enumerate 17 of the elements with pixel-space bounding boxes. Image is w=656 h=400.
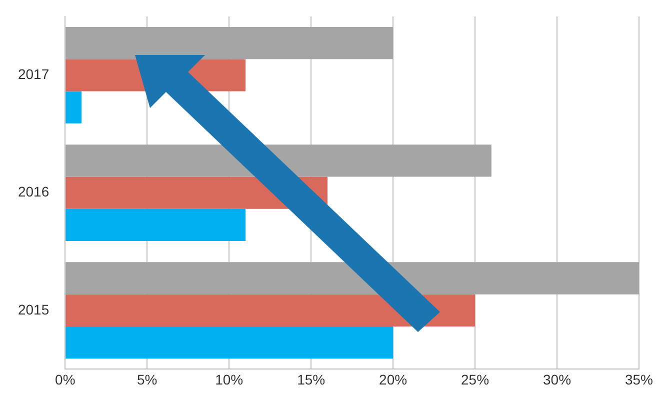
y-tick-label: 2017	[18, 66, 50, 82]
x-tick-label: 30%	[542, 371, 572, 388]
x-tick-label: 35%	[624, 371, 654, 388]
x-tick-label: 10%	[215, 371, 244, 388]
x-tick-label: 15%	[297, 371, 326, 388]
bar	[66, 294, 476, 326]
y-tick-label: 2015	[18, 301, 50, 318]
x-tick-label: 25%	[461, 371, 490, 388]
x-tick-label: 0%	[55, 371, 76, 388]
bar	[66, 26, 394, 60]
bar	[66, 326, 394, 359]
x-tick-label: 20%	[379, 371, 408, 388]
bar	[66, 91, 82, 124]
bar	[66, 262, 639, 294]
x-tick-label: 5%	[137, 371, 158, 388]
y-tick-label: 2016	[18, 184, 50, 200]
bar	[66, 208, 246, 242]
